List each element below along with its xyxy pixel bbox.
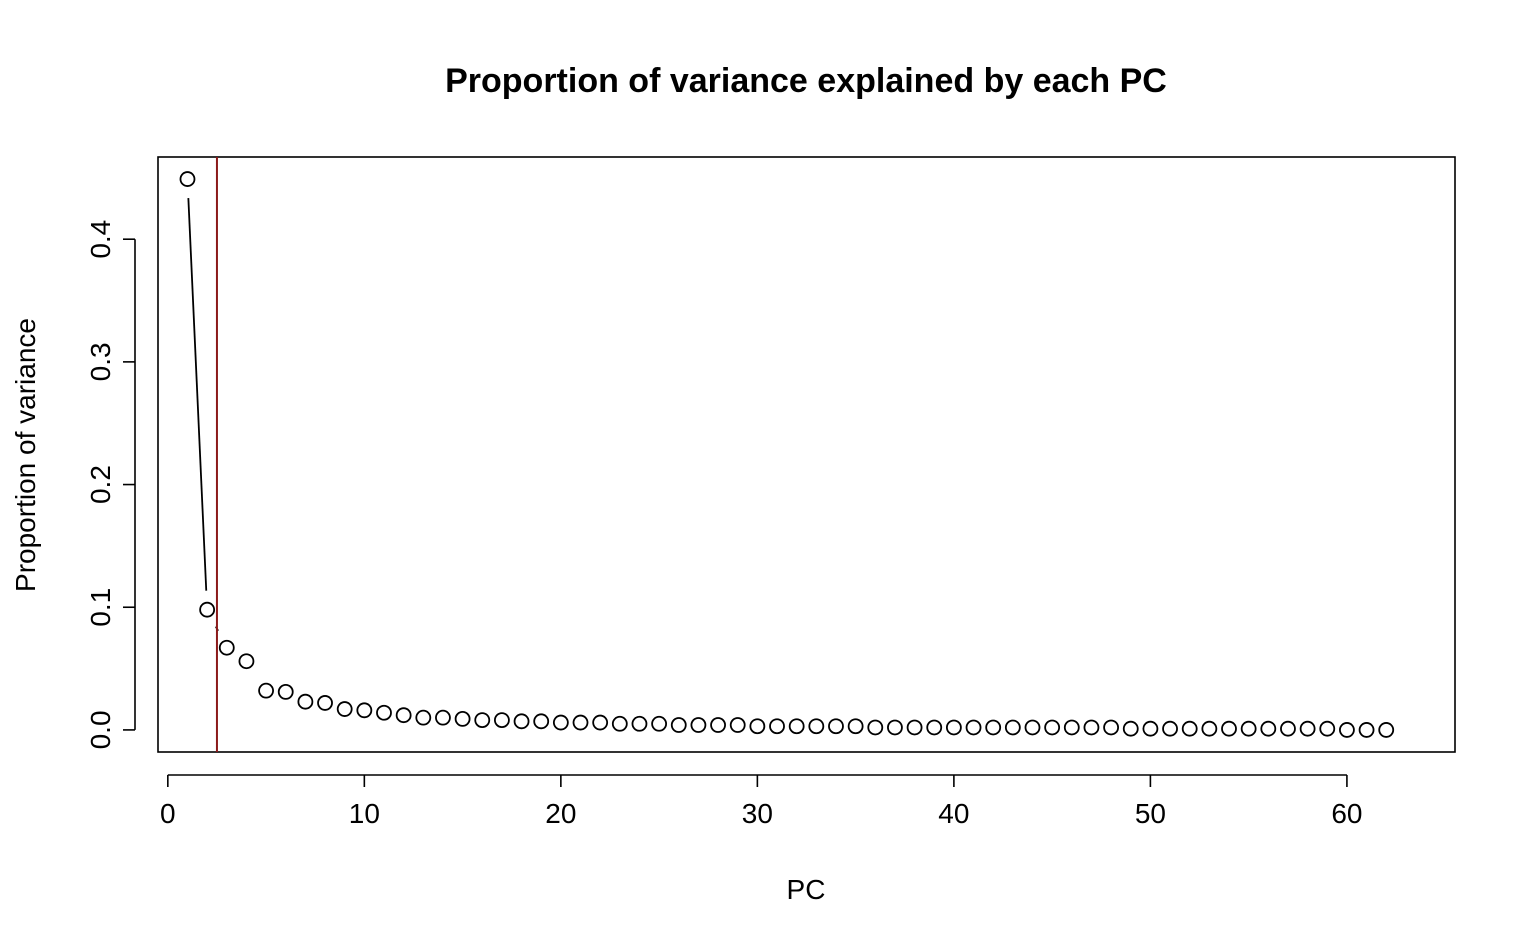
data-point <box>533 713 550 730</box>
y-tick-label: 0.1 <box>85 588 116 627</box>
data-point <box>1378 722 1395 738</box>
data-point <box>199 601 216 618</box>
data-point <box>965 719 982 736</box>
data-point <box>572 714 589 731</box>
x-axis: 0 10 20 30 40 50 60 <box>160 774 1362 829</box>
data-point <box>867 719 884 736</box>
data-point <box>376 704 392 721</box>
data-point <box>670 717 687 733</box>
data-point <box>749 718 766 735</box>
plot-frame <box>157 156 1456 753</box>
data-point <box>395 707 412 724</box>
data-point <box>435 709 451 726</box>
y-tick-label: 0.4 <box>85 220 116 259</box>
data-point <box>985 719 1002 736</box>
connector-segment <box>187 198 208 591</box>
data-point <box>710 717 726 733</box>
data-point <box>179 171 196 187</box>
data-point <box>297 693 314 710</box>
data-point <box>926 719 943 736</box>
data-point <box>1319 720 1336 737</box>
data-point <box>317 695 333 711</box>
data-point <box>1358 722 1375 738</box>
x-tick-label: 30 <box>742 798 773 829</box>
data-point <box>258 682 274 699</box>
data-point <box>690 717 707 733</box>
y-tick-label: 0.0 <box>85 710 116 749</box>
data-point <box>1240 720 1257 737</box>
x-tick-label: 40 <box>938 798 969 829</box>
data-point <box>336 701 353 717</box>
data-point <box>1103 719 1119 736</box>
x-tick-label: 60 <box>1331 798 1362 829</box>
data-point <box>906 719 923 736</box>
data-series <box>179 171 1395 738</box>
data-point <box>356 702 373 719</box>
data-point <box>1044 719 1061 736</box>
data-point <box>1162 720 1178 737</box>
data-point <box>1260 720 1277 737</box>
data-point <box>651 715 668 732</box>
data-point <box>828 718 844 735</box>
y-tick-label: 0.3 <box>85 342 116 381</box>
data-point <box>1221 720 1237 737</box>
y-axis: 0.0 0.1 0.2 0.3 0.4 <box>85 220 136 749</box>
data-point <box>1024 719 1041 736</box>
x-axis-label: PC <box>787 874 826 905</box>
data-point <box>847 718 864 735</box>
data-point <box>611 715 628 732</box>
data-point <box>1083 719 1100 736</box>
data-point <box>415 709 432 726</box>
x-tick-label: 10 <box>349 798 380 829</box>
data-point <box>887 719 903 736</box>
data-point <box>1122 720 1139 737</box>
data-point <box>1004 719 1021 736</box>
y-axis-label: Proportion of variance <box>10 318 41 592</box>
data-point <box>513 713 530 730</box>
data-point <box>1280 720 1296 737</box>
data-point <box>729 717 746 733</box>
data-point <box>769 718 785 735</box>
data-point <box>454 710 471 727</box>
x-tick-label: 20 <box>545 798 576 829</box>
data-point <box>788 718 805 735</box>
data-point <box>238 653 255 670</box>
data-point <box>552 714 569 731</box>
data-point <box>494 712 510 729</box>
data-point <box>277 683 294 700</box>
data-point <box>592 714 609 731</box>
data-point <box>1063 719 1080 736</box>
data-point <box>1299 720 1316 737</box>
data-point <box>808 718 825 735</box>
data-point <box>474 712 491 729</box>
data-point <box>1201 720 1218 737</box>
x-tick-label: 50 <box>1135 798 1166 829</box>
data-point <box>1339 722 1355 738</box>
data-point <box>1181 720 1198 737</box>
data-point <box>945 719 962 736</box>
x-tick-label: 0 <box>160 798 176 829</box>
data-point <box>1142 720 1159 737</box>
data-point <box>631 715 648 732</box>
data-point <box>218 639 235 656</box>
y-tick-label: 0.2 <box>85 465 116 504</box>
chart-title: Proportion of variance explained by each… <box>445 62 1167 100</box>
